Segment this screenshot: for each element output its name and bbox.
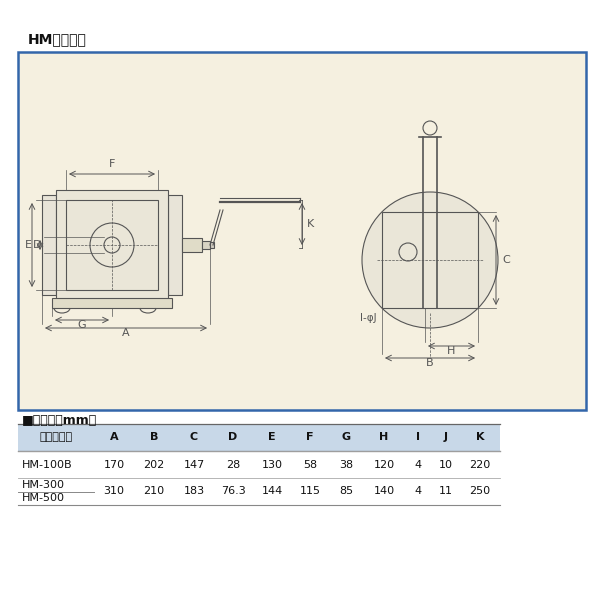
Text: 28: 28 [226, 460, 240, 469]
Bar [382, 212, 478, 308]
Text: 170: 170 [103, 460, 125, 469]
Bar [42, 195, 56, 295]
Text: 4: 4 [415, 460, 422, 469]
Text: 130: 130 [262, 460, 283, 469]
Text: E: E [268, 433, 276, 443]
Text: 140: 140 [373, 487, 395, 497]
Text: HM-300: HM-300 [22, 480, 65, 490]
Text: 210: 210 [143, 487, 164, 497]
Text: B: B [426, 358, 434, 368]
Text: ■寸法表（mm）: ■寸法表（mm） [22, 414, 97, 427]
Text: 4: 4 [415, 487, 422, 497]
Text: 38: 38 [339, 460, 353, 469]
Text: 11: 11 [439, 487, 453, 497]
Text: HMシリーズ: HMシリーズ [28, 32, 87, 46]
Text: 115: 115 [299, 487, 320, 497]
Bar [66, 200, 158, 290]
Bar [210, 242, 214, 248]
Text: C: C [502, 255, 510, 265]
Text: F: F [109, 159, 115, 169]
Text: D: D [33, 240, 41, 250]
Text: K: K [476, 433, 484, 443]
Text: HM-100B: HM-100B [22, 460, 73, 469]
Text: B: B [150, 433, 158, 443]
Text: A: A [110, 433, 118, 443]
Bar [18, 478, 500, 505]
Text: 144: 144 [262, 487, 283, 497]
Text: C: C [190, 433, 198, 443]
Text: 120: 120 [373, 460, 395, 469]
Text: I: I [416, 433, 420, 443]
Text: HM-500: HM-500 [22, 493, 65, 503]
Bar [56, 190, 168, 300]
Text: 220: 220 [469, 460, 491, 469]
Text: E: E [25, 240, 32, 250]
Text: D: D [229, 433, 238, 443]
Text: 147: 147 [184, 460, 205, 469]
Text: 202: 202 [143, 460, 164, 469]
Text: 250: 250 [469, 487, 491, 497]
Text: 183: 183 [184, 487, 205, 497]
Text: A: A [122, 328, 130, 338]
Bar [18, 52, 586, 410]
Bar [168, 195, 182, 295]
Bar [18, 451, 500, 478]
Text: H: H [379, 433, 389, 443]
Text: G: G [341, 433, 350, 443]
Text: 85: 85 [339, 487, 353, 497]
Text: H: H [448, 346, 455, 356]
Text: K: K [307, 219, 314, 229]
Text: I-φJ: I-φJ [359, 313, 376, 323]
Text: 形式／寸法: 形式／寸法 [40, 433, 73, 443]
Text: G: G [77, 320, 86, 330]
Text: 76.3: 76.3 [221, 487, 245, 497]
Text: 310: 310 [104, 487, 125, 497]
Bar [202, 241, 210, 249]
Text: F: F [306, 433, 314, 443]
Circle shape [362, 192, 498, 328]
Bar [182, 238, 202, 252]
Text: J: J [444, 433, 448, 443]
Bar [18, 424, 500, 451]
Text: 58: 58 [303, 460, 317, 469]
Text: 10: 10 [439, 460, 453, 469]
Bar [52, 298, 172, 308]
